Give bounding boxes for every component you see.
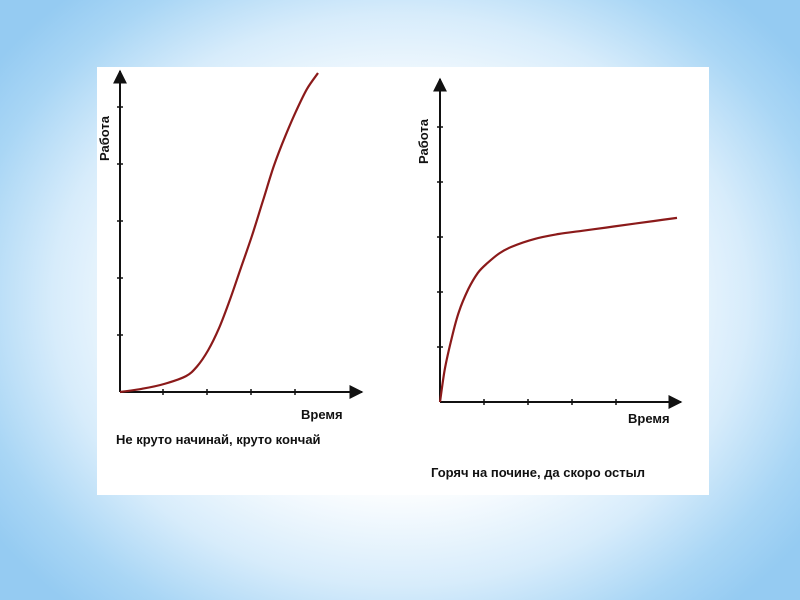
chart-right: Работа Время Горяч на почине, да скоро о…: [416, 77, 683, 480]
chart-right-x-ticks: [483, 399, 617, 405]
chart-right-caption: Горяч на почине, да скоро остыл: [431, 465, 645, 480]
chart-left-caption: Не круто начинай, круто кончай: [116, 432, 321, 447]
charts-canvas: Работа Время Не круто начинай, круто кон…: [97, 69, 683, 480]
chart-right-series-line: [438, 216, 678, 403]
chart-left-x-ticks: [162, 389, 296, 395]
chart-left: Работа Время Не круто начинай, круто кон…: [97, 69, 364, 447]
chart-left-xlabel: Время: [301, 407, 343, 422]
chart-right-xlabel: Время: [628, 411, 670, 426]
chart-right-ylabel: Работа: [416, 118, 431, 164]
slide-panel: Работа Время Не круто начинай, круто кон…: [97, 67, 709, 495]
chart-right-y-ticks: [437, 126, 443, 348]
chart-left-ylabel: Работа: [97, 115, 112, 161]
chart-left-series-line: [119, 72, 319, 394]
chart-left-y-ticks: [117, 106, 123, 336]
